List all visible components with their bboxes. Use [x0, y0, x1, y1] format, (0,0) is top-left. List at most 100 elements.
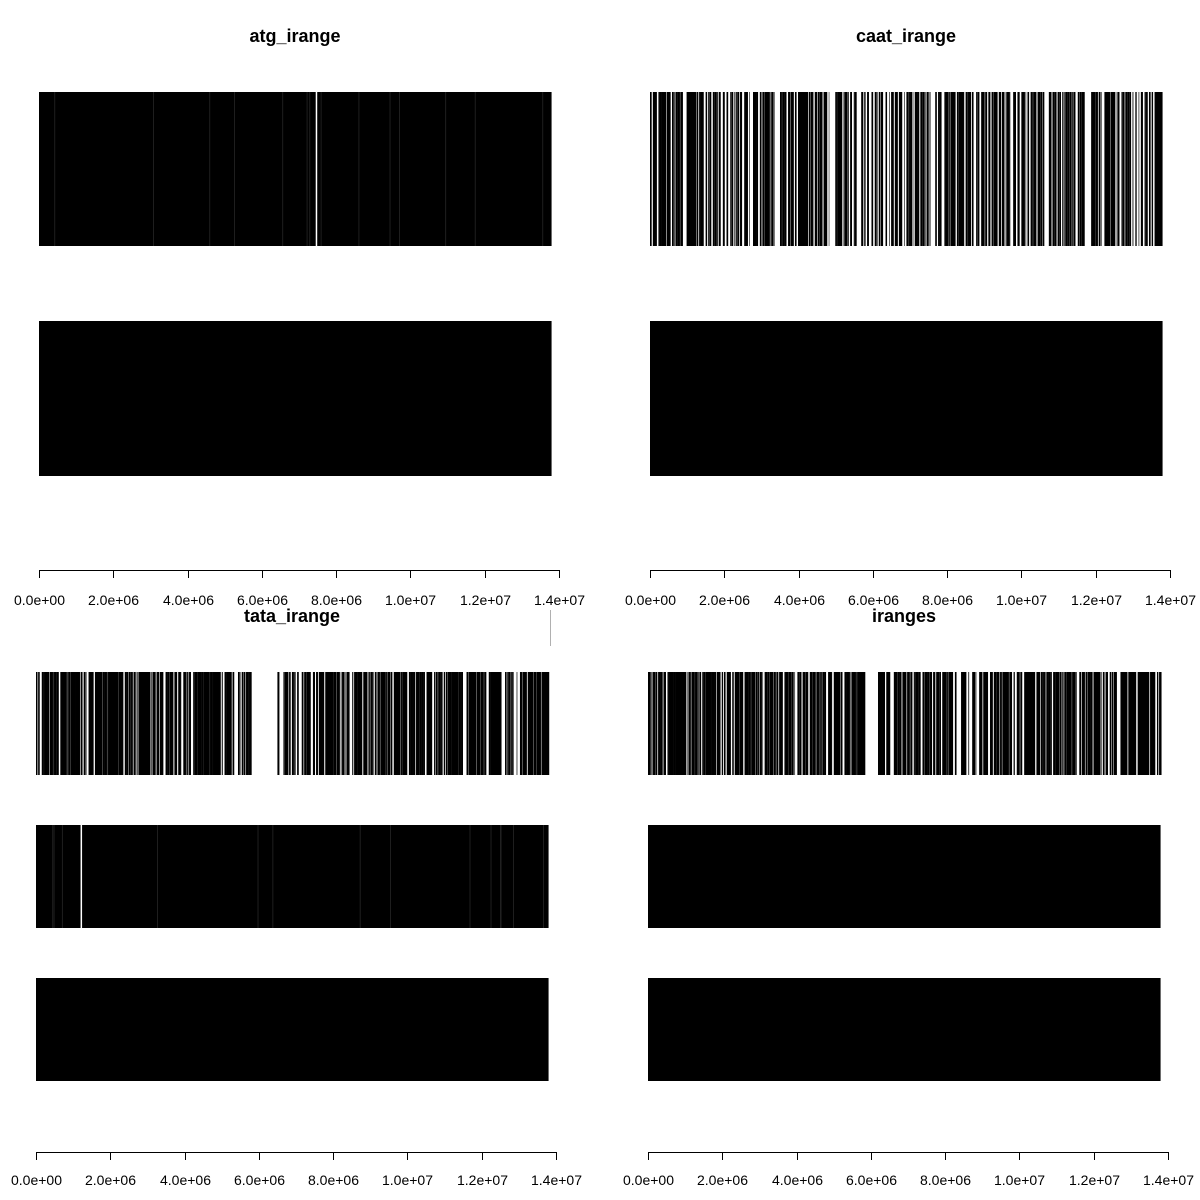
range-track — [36, 672, 550, 775]
range-line — [1054, 672, 1056, 775]
range-line — [668, 672, 671, 775]
range-line — [821, 92, 823, 246]
range-line — [226, 672, 228, 775]
range-line — [800, 92, 803, 246]
range-line — [68, 672, 70, 775]
range-line — [521, 672, 523, 775]
range-line — [458, 672, 460, 775]
range-line — [771, 92, 774, 246]
range-line — [896, 92, 898, 246]
range-line — [1148, 92, 1151, 246]
range-line — [886, 672, 888, 775]
range-line — [532, 672, 534, 775]
range-line — [894, 672, 896, 775]
range-line — [661, 672, 663, 775]
panel-iranges: iranges 0.0e+00 2.0e+06 4.0e+06 6.0e+06 8.0e+… — [623, 606, 1194, 1188]
range-line — [948, 92, 950, 246]
x-tick-label: 2.0e+06 — [88, 592, 139, 608]
range-line — [1034, 672, 1036, 775]
range-line — [189, 672, 191, 775]
range-line — [660, 672, 662, 775]
range-line — [674, 92, 676, 246]
range-line — [128, 672, 130, 775]
range-gap — [320, 92, 322, 246]
x-tick-label: 4.0e+06 — [774, 592, 825, 608]
range-line — [427, 672, 430, 775]
range-line — [686, 92, 689, 246]
range-line — [807, 672, 809, 775]
range-line — [797, 672, 798, 775]
range-line — [727, 672, 729, 775]
range-line — [910, 672, 913, 775]
range-line — [754, 92, 756, 246]
range-line — [393, 672, 396, 775]
range-line — [746, 92, 748, 246]
range-line — [284, 672, 287, 775]
range-line — [71, 672, 74, 775]
range-line — [1146, 92, 1148, 246]
range-line — [184, 672, 185, 775]
range-line — [895, 92, 898, 246]
range-line — [1018, 672, 1020, 775]
range-line — [998, 92, 1001, 246]
range-line — [1113, 672, 1116, 775]
range-line — [899, 672, 902, 775]
range-line — [939, 92, 941, 246]
range-line — [669, 92, 671, 246]
range-line — [767, 92, 770, 246]
range-line — [735, 672, 738, 775]
range-line — [1120, 672, 1123, 775]
range-line — [1009, 92, 1011, 246]
range-line — [1030, 672, 1032, 775]
range-line — [420, 672, 422, 775]
panel-title: tata_irange — [244, 606, 340, 626]
range-track — [650, 92, 1163, 246]
range-line — [775, 672, 777, 775]
range-line — [527, 672, 529, 775]
range-line — [773, 672, 776, 775]
range-line — [759, 92, 762, 246]
range-line — [655, 92, 657, 246]
range-line — [951, 672, 954, 775]
range-line — [900, 92, 903, 246]
range-line — [1033, 92, 1035, 246]
range-line — [355, 672, 358, 775]
range-line — [375, 672, 377, 775]
range-line — [341, 672, 343, 775]
range-line — [76, 672, 78, 775]
range-line — [94, 672, 97, 775]
range-line — [174, 672, 177, 775]
range-line — [99, 672, 102, 775]
range-line — [1130, 672, 1132, 775]
range-line — [891, 92, 894, 246]
range-line — [302, 672, 304, 775]
range-line — [779, 92, 782, 246]
range-line — [961, 672, 964, 775]
range-line — [655, 672, 658, 775]
range-line — [1077, 92, 1079, 246]
range-line — [1050, 672, 1052, 775]
range-line — [699, 672, 701, 775]
range-line — [241, 672, 244, 775]
range-line — [752, 672, 754, 775]
range-line — [212, 672, 214, 775]
range-line — [1031, 672, 1034, 775]
range-line — [745, 92, 747, 246]
range-line — [391, 672, 393, 775]
range-line — [878, 672, 880, 775]
range-line — [887, 672, 889, 775]
range-line — [749, 92, 750, 246]
range-line — [204, 672, 207, 775]
range-line — [915, 92, 917, 246]
range-line — [817, 92, 819, 246]
range-line — [131, 672, 133, 775]
range-line — [44, 672, 47, 775]
range-line — [812, 672, 814, 775]
range-line — [924, 92, 926, 246]
range-line — [370, 672, 372, 775]
range-line — [708, 92, 710, 246]
range-line — [744, 92, 746, 246]
range-line — [1122, 672, 1124, 775]
range-line — [1002, 92, 1005, 246]
panel-atg-irange: atg_irange 0.0e+00 2.0e+06 4.0e+06 6.0e+06 8.… — [14, 26, 585, 608]
